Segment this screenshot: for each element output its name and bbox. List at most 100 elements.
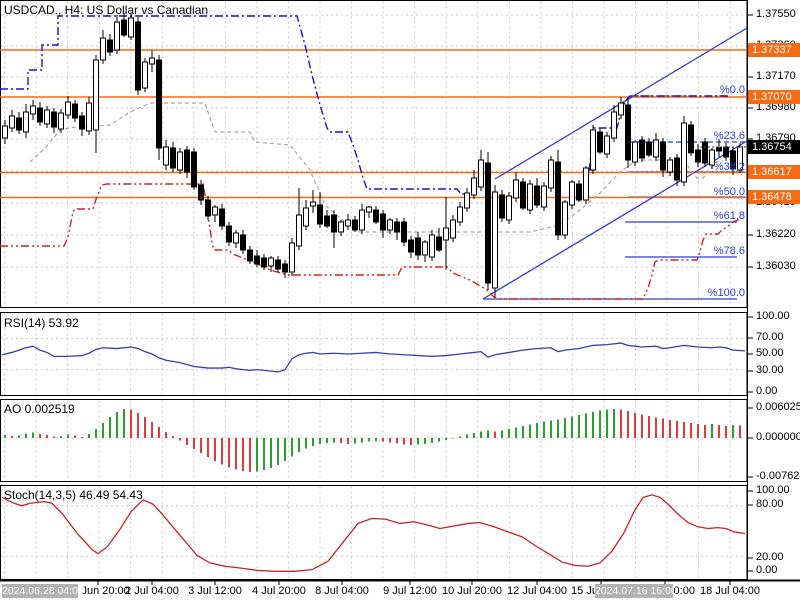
stoch-main-line bbox=[1, 494, 746, 572]
candle-body bbox=[261, 257, 267, 268]
scale-tick-label: 50.00 bbox=[756, 347, 784, 359]
candle-body bbox=[401, 221, 407, 243]
time-highlight-box: 2024.06.28 04:00 bbox=[2, 584, 84, 598]
candle-body bbox=[296, 214, 302, 247]
candle-body bbox=[702, 141, 708, 164]
candle-body bbox=[16, 117, 22, 131]
candle-body bbox=[275, 259, 281, 270]
candle-body bbox=[170, 147, 176, 169]
chart-title: USDCAD., H4: US Dollar vs Canadian bbox=[4, 3, 209, 17]
candle-body bbox=[485, 162, 491, 284]
candle-body bbox=[674, 157, 680, 181]
fib-level-label: %78.6 bbox=[713, 245, 745, 257]
level-price-badge: 1.37070 bbox=[748, 90, 800, 104]
candle-body bbox=[114, 21, 120, 51]
candle-body bbox=[198, 184, 204, 201]
candle-body bbox=[282, 263, 288, 273]
stoch-label: Stoch(14,3,5) 46.49 54.43 bbox=[4, 488, 143, 502]
channel-lower-line bbox=[482, 140, 748, 300]
ao-label: AO 0.002519 bbox=[4, 402, 75, 416]
price-tick-label: 1.37170 bbox=[756, 70, 796, 82]
scale-tick-label: 0.00 bbox=[756, 385, 778, 397]
candle-body bbox=[611, 111, 617, 139]
price-tick-label: 1.36220 bbox=[756, 228, 796, 240]
step-support-line bbox=[0, 183, 741, 300]
rsi-panel-frame bbox=[0, 312, 748, 396]
candle-body bbox=[380, 213, 386, 231]
candle-body bbox=[506, 195, 512, 221]
candle-body bbox=[100, 37, 106, 61]
fib-level-label: %100.0 bbox=[707, 287, 745, 299]
candle-body bbox=[555, 161, 561, 236]
candle-body bbox=[653, 139, 659, 158]
candle-body bbox=[695, 149, 701, 163]
candle-body bbox=[9, 115, 15, 129]
candle-body bbox=[23, 111, 29, 133]
candle-body bbox=[2, 125, 8, 139]
candle-body bbox=[415, 237, 421, 256]
fib-level-label: %23.6 bbox=[713, 130, 745, 142]
candle-body bbox=[394, 221, 400, 233]
candle-body bbox=[646, 141, 652, 156]
candle-body bbox=[37, 107, 43, 123]
candle-body bbox=[247, 249, 253, 262]
candle-body bbox=[254, 255, 260, 265]
candle-body bbox=[681, 122, 687, 183]
candle-body bbox=[709, 149, 715, 166]
candle-body bbox=[324, 215, 330, 227]
candle-body bbox=[226, 225, 232, 243]
time-axis-label: 4 Jul 20:00 bbox=[252, 585, 306, 597]
candle-body bbox=[688, 124, 694, 154]
candle-body bbox=[345, 219, 351, 227]
candle-body bbox=[422, 241, 428, 256]
level-price-badge: 1.37337 bbox=[748, 43, 800, 57]
candle-body bbox=[191, 151, 197, 188]
candle-body bbox=[569, 181, 575, 206]
candle-body bbox=[499, 194, 505, 219]
main-chart-panel-frame bbox=[0, 0, 748, 308]
stoch-panel-frame bbox=[0, 485, 748, 580]
time-axis-label: 12 Jul 04:00 bbox=[507, 585, 567, 597]
candle-body bbox=[289, 242, 295, 273]
fib-level-label: %50.0 bbox=[713, 186, 745, 198]
candle-body bbox=[527, 183, 533, 211]
candle-body bbox=[464, 192, 470, 209]
main-chart-panel[interactable] bbox=[0, 1, 747, 308]
rsi-label: RSI(14) 53.92 bbox=[4, 316, 79, 330]
candle-body bbox=[576, 183, 582, 201]
candle-body bbox=[51, 111, 57, 128]
scale-tick-label: 100.00 bbox=[756, 310, 790, 322]
candle-body bbox=[268, 257, 274, 267]
price-tick-label: 1.36030 bbox=[756, 260, 796, 272]
candle-body bbox=[583, 167, 589, 201]
candle-body bbox=[478, 159, 484, 188]
candle-body bbox=[513, 179, 519, 199]
candle-body bbox=[408, 239, 414, 253]
candle-body bbox=[387, 219, 393, 231]
candle-body bbox=[541, 185, 547, 208]
candle-body bbox=[352, 219, 358, 231]
candle-body bbox=[79, 115, 85, 130]
candle-body bbox=[219, 208, 225, 227]
time-axis-label: 8 Jul 04:00 bbox=[315, 585, 369, 597]
candle-body bbox=[107, 39, 113, 53]
ao-panel[interactable] bbox=[0, 400, 747, 482]
time-axis-label: 18 Jul 04:00 bbox=[700, 585, 760, 597]
rsi-line bbox=[1, 342, 746, 373]
candle-body bbox=[240, 234, 246, 251]
candle-body bbox=[492, 191, 498, 289]
candle-body bbox=[590, 129, 596, 171]
scale-tick-label: 0.006025 bbox=[756, 401, 800, 413]
candle-body bbox=[135, 21, 141, 91]
fib-level-label: %61.8 bbox=[713, 210, 745, 222]
candle-body bbox=[93, 59, 99, 131]
candle-body bbox=[303, 207, 309, 227]
time-highlight-box: 2024.07.16 16:00 bbox=[595, 584, 677, 598]
candle-body bbox=[471, 177, 477, 196]
candle-body bbox=[366, 206, 372, 213]
level-price-badge: 1.36478 bbox=[748, 190, 800, 204]
rsi-panel[interactable] bbox=[0, 313, 747, 396]
fib-level-label: %38.2 bbox=[713, 161, 745, 173]
